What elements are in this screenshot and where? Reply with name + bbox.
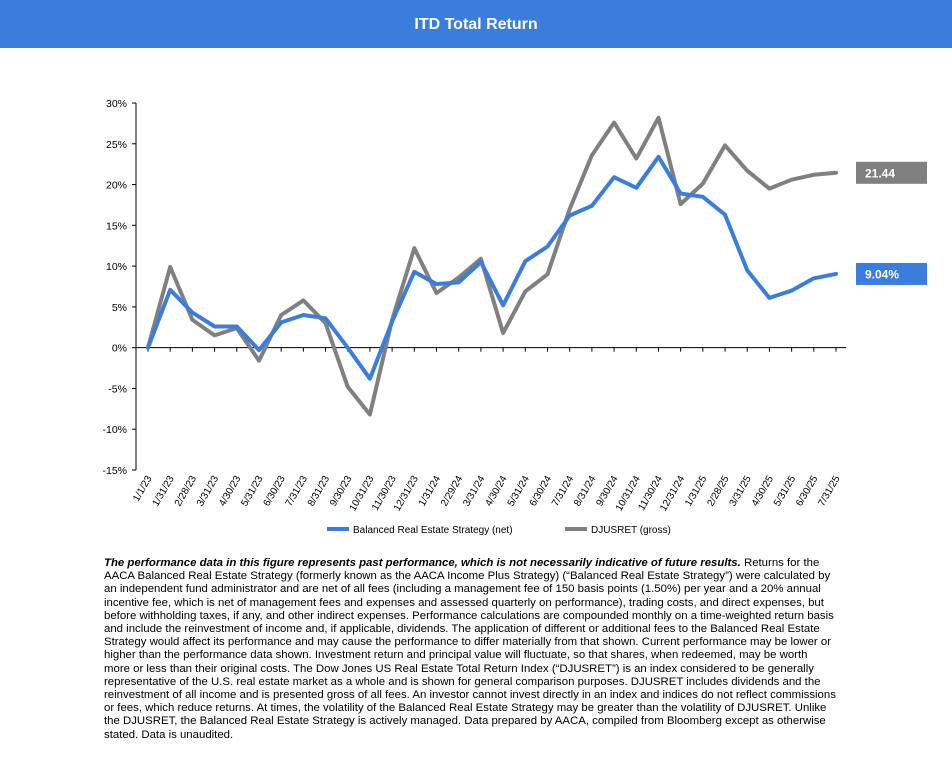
y-tick-label: -15% — [102, 465, 127, 477]
y-tick-label: -10% — [102, 424, 127, 436]
legend-item-balanced: Balanced Real Estate Strategy (net) — [327, 525, 513, 536]
chart-legend: Balanced Real Estate Strategy (net) DJUSR… — [327, 525, 671, 536]
disclaimer-text: Returns for the AACA Balanced Real Estat… — [104, 557, 836, 741]
x-tick-label: 7/31/25 — [816, 474, 842, 509]
chart-axes: 30%25%20%15%10%5%0%-5%-10%-15%1/1/231/31… — [102, 98, 846, 513]
series-line-balanced-real-estate — [146, 154, 838, 381]
y-tick-label: 5% — [112, 302, 127, 314]
itd-total-return-chart: 30%25%20%15%10%5%0%-5%-10%-15%1/1/231/31… — [102, 98, 927, 536]
disclaimer-bold-text: The performance data in this figure repr… — [104, 557, 741, 569]
end-label-balanced: 9.04% — [856, 262, 927, 285]
end-label-text: 9.04% — [865, 267, 899, 281]
end-label-box — [856, 262, 927, 285]
legend-label: Balanced Real Estate Strategy (net) — [353, 525, 513, 536]
legend-label: DJUSRET (gross) — [591, 525, 671, 536]
end-label-box — [856, 161, 927, 184]
performance-disclaimer: The performance data in this figure repr… — [104, 557, 836, 742]
chart-end-labels: 9.04% 21.44 — [856, 161, 927, 285]
legend-item-djusret: DJUSRET (gross) — [565, 525, 671, 536]
end-label-text: 21.44 — [865, 166, 895, 180]
end-label-djusret: 21.44 — [856, 161, 927, 184]
y-tick-label: 0% — [112, 343, 127, 355]
chart-header: ITD Total Return — [0, 0, 952, 48]
y-tick-label: 25% — [106, 139, 127, 151]
chart-title: ITD Total Return — [414, 16, 538, 33]
y-tick-label: -5% — [108, 383, 127, 395]
y-tick-label: 30% — [106, 98, 127, 110]
y-tick-label: 10% — [106, 261, 127, 273]
x-tick-label: 1/1/23 — [131, 474, 155, 504]
y-tick-label: 15% — [106, 220, 127, 232]
series-line-djusret — [146, 115, 838, 417]
chart-lines — [146, 115, 838, 417]
y-tick-label: 20% — [106, 180, 127, 192]
